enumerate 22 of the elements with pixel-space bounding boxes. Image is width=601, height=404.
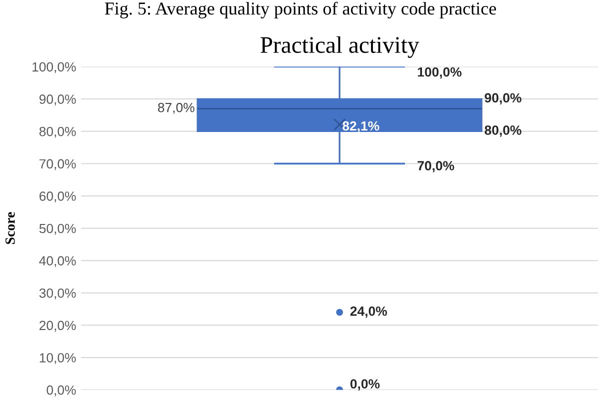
y-tick-label: 70,0%: [40, 159, 76, 170]
y-tick-label: 60,0%: [40, 192, 76, 202]
annotation: 100,0%: [418, 67, 462, 79]
annotation: 87,0%: [158, 102, 194, 114]
chart-title: Practical activity: [260, 36, 420, 58]
annotation: 80,0%: [484, 126, 522, 137]
y-tick-label: 40,0%: [39, 256, 76, 268]
y-tick-label: 10,0%: [40, 353, 76, 364]
y-tick-label: 80,0%: [39, 126, 76, 138]
annotation: 24,0%: [350, 306, 387, 318]
y-tick-label: 0,0%: [46, 385, 76, 396]
y-tick-label: 50,0%: [39, 224, 76, 235]
annotation: 70,0%: [418, 161, 454, 172]
caption: Fig. 5: Average quality points of activity code practice: [104, 2, 496, 18]
y-tick-label: 20,0%: [40, 320, 76, 332]
y-tick-label: 90,0%: [39, 94, 76, 106]
y-axis-title: Score: [5, 212, 15, 244]
annotation: 0,0%: [350, 379, 380, 390]
y-tick-label: 100,0%: [32, 62, 76, 74]
annotation: 90,0%: [484, 93, 522, 104]
y-tick-label: 30,0%: [39, 288, 76, 300]
annotation: 82,1%: [342, 121, 380, 133]
